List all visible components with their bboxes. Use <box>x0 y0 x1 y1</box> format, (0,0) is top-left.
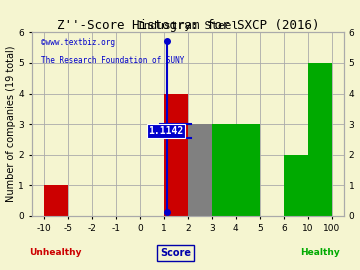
Text: 1.1142: 1.1142 <box>148 126 184 136</box>
Bar <box>164 94 188 216</box>
Text: Healthy: Healthy <box>300 248 340 257</box>
Bar <box>308 63 332 216</box>
Text: The Research Foundation of SUNY: The Research Foundation of SUNY <box>41 56 184 65</box>
Text: ©www.textbiz.org: ©www.textbiz.org <box>41 38 115 47</box>
Text: Score: Score <box>160 248 191 258</box>
Bar <box>212 124 260 216</box>
Text: Industry: Steel: Industry: Steel <box>137 21 238 31</box>
Bar <box>188 124 212 216</box>
Title: Z''-Score Histogram for SXCP (2016): Z''-Score Histogram for SXCP (2016) <box>57 19 319 32</box>
Y-axis label: Number of companies (19 total): Number of companies (19 total) <box>5 46 15 202</box>
Text: Unhealthy: Unhealthy <box>30 248 82 257</box>
Bar <box>44 185 68 216</box>
Bar <box>284 155 308 216</box>
